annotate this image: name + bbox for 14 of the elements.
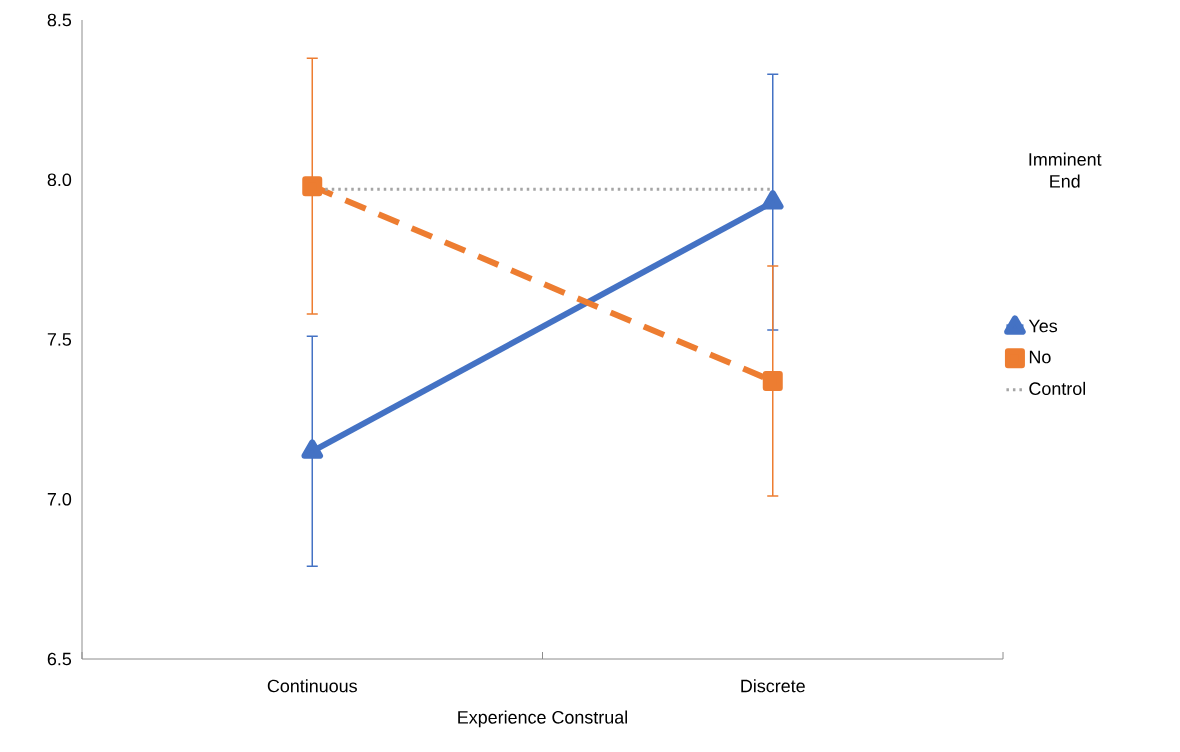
- point: [762, 371, 783, 392]
- legend-label: Yes: [1028, 319, 1058, 333]
- y-tick-label: 8.0: [47, 173, 72, 187]
- legend-label: Control: [1029, 381, 1086, 395]
- y-tick-label: 8.5: [47, 13, 72, 27]
- x-tick-label: Discrete: [741, 679, 805, 693]
- y-tick-label: 7.0: [47, 492, 72, 506]
- legend-title: Imminent End: [1029, 152, 1102, 188]
- y-tick-label: 7.5: [47, 333, 72, 346]
- point: [302, 176, 323, 197]
- x-tick-label: Continuous: [267, 679, 357, 693]
- legend-label: No: [1029, 350, 1051, 364]
- x-axis-title: Experience Construal: [458, 710, 627, 728]
- y-tick-label: 6.5: [47, 652, 72, 666]
